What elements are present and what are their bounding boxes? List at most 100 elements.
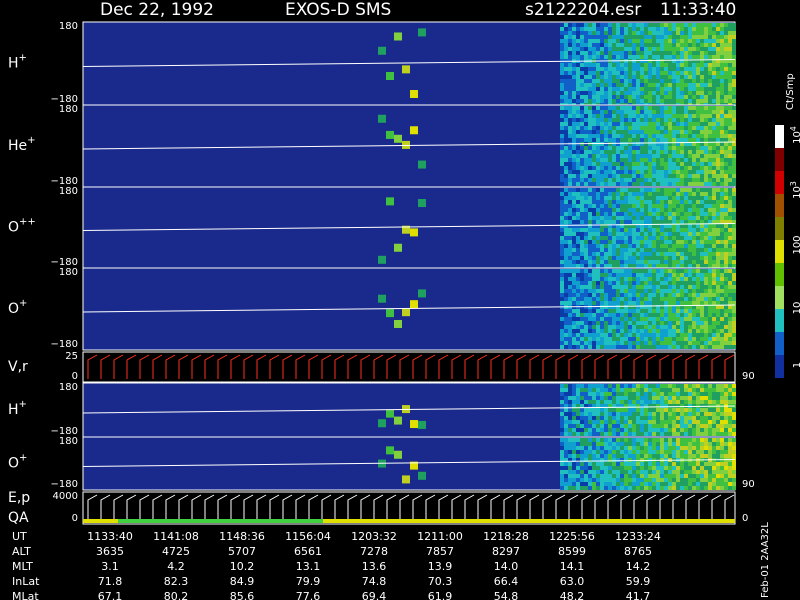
- texture-cell: [680, 204, 684, 208]
- texture-cell: [604, 260, 608, 264]
- texture-cell: [616, 228, 620, 232]
- texture-cell: [732, 208, 736, 212]
- texture-cell: [584, 264, 588, 268]
- texture-cell: [680, 196, 684, 200]
- texture-cell: [588, 277, 592, 281]
- texture-cell: [636, 442, 640, 446]
- texture-cell: [684, 23, 688, 27]
- texture-cell: [572, 341, 576, 345]
- texture-cell: [596, 462, 600, 466]
- colorbar-label: 10: [792, 302, 800, 315]
- texture-cell: [568, 264, 572, 268]
- texture-cell: [684, 273, 688, 277]
- texture-cell: [596, 63, 600, 67]
- texture-cell: [564, 31, 568, 35]
- texture-cell: [580, 384, 584, 388]
- texture-cell: [664, 400, 668, 404]
- texture-cell: [680, 118, 684, 122]
- texture-cell: [564, 321, 568, 325]
- texture-cell: [620, 388, 624, 392]
- texture-cell: [644, 396, 648, 400]
- texture-cell: [656, 83, 660, 87]
- texture-cell: [560, 412, 564, 416]
- texture-cell: [656, 248, 660, 252]
- texture-cell: [640, 277, 644, 281]
- texture-cell: [668, 142, 672, 146]
- texture-cell: [696, 174, 700, 178]
- texture-cell: [696, 486, 700, 490]
- texture-cell: [672, 466, 676, 470]
- texture-cell: [564, 118, 568, 122]
- texture-cell: [688, 158, 692, 162]
- texture-cell: [644, 114, 648, 118]
- texture-cell: [600, 67, 604, 71]
- texture-cell: [668, 325, 672, 329]
- texture-cell: [636, 424, 640, 428]
- texture-cell: [608, 110, 612, 114]
- texture-cell: [640, 256, 644, 260]
- texture-cell: [620, 424, 624, 428]
- texture-cell: [608, 454, 612, 458]
- texture-cell: [612, 416, 616, 420]
- texture-cell: [632, 273, 636, 277]
- texture-cell: [672, 95, 676, 99]
- texture-cell: [592, 114, 596, 118]
- texture-cell: [604, 43, 608, 47]
- texture-cell: [648, 118, 652, 122]
- texture-cell: [592, 438, 596, 442]
- texture-cell: [644, 95, 648, 99]
- texture-cell: [664, 110, 668, 114]
- texture-cell: [704, 252, 708, 256]
- texture-cell: [708, 446, 712, 450]
- texture-cell: [628, 150, 632, 154]
- texture-cell: [676, 106, 680, 110]
- texture-cell: [712, 75, 716, 79]
- texture-cell: [592, 428, 596, 432]
- texture-cell: [608, 277, 612, 281]
- texture-cell: [652, 106, 656, 110]
- texture-cell: [712, 31, 716, 35]
- texture-cell: [704, 486, 708, 490]
- texture-cell: [588, 55, 592, 59]
- texture-cell: [664, 486, 668, 490]
- texture-cell: [576, 220, 580, 224]
- texture-cell: [656, 256, 660, 260]
- texture-cell: [564, 470, 568, 474]
- texture-cell: [720, 236, 724, 240]
- texture-cell: [568, 446, 572, 450]
- texture-cell: [648, 162, 652, 166]
- texture-cell: [560, 454, 564, 458]
- texture-cell: [660, 424, 664, 428]
- texture-cell: [604, 212, 608, 216]
- texture-cell: [648, 178, 652, 182]
- texture-cell: [628, 400, 632, 404]
- table-cell: 85.6: [230, 590, 255, 600]
- texture-cell: [684, 196, 688, 200]
- texture-cell: [640, 486, 644, 490]
- texture-cell: [612, 170, 616, 174]
- texture-cell: [596, 400, 600, 404]
- texture-cell: [708, 442, 712, 446]
- texture-cell: [720, 442, 724, 446]
- texture-cell: [708, 79, 712, 83]
- texture-cell: [596, 47, 600, 51]
- texture-cell: [700, 260, 704, 264]
- texture-cell: [560, 110, 564, 114]
- texture-cell: [640, 83, 644, 87]
- texture-cell: [640, 23, 644, 27]
- texture-cell: [696, 182, 700, 186]
- texture-cell: [600, 260, 604, 264]
- texture-cell: [700, 424, 704, 428]
- texture-cell: [688, 454, 692, 458]
- texture-cell: [616, 83, 620, 87]
- texture-cell: [604, 208, 608, 212]
- texture-cell: [608, 134, 612, 138]
- texture-cell: [572, 208, 576, 212]
- texture-cell: [560, 470, 564, 474]
- texture-cell: [692, 178, 696, 182]
- texture-cell: [576, 95, 580, 99]
- texture-cell: [636, 478, 640, 482]
- texture-cell: [704, 162, 708, 166]
- texture-cell: [644, 432, 648, 436]
- texture-cell: [724, 244, 728, 248]
